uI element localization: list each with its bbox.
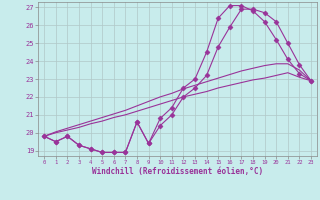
X-axis label: Windchill (Refroidissement éolien,°C): Windchill (Refroidissement éolien,°C) (92, 167, 263, 176)
